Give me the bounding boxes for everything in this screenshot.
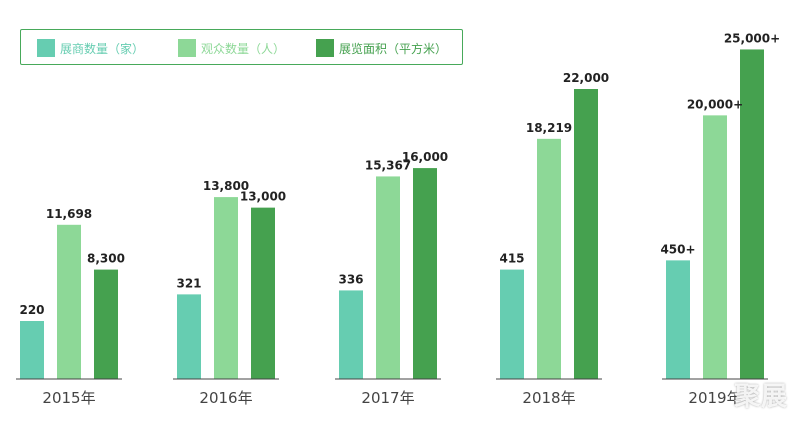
- category-label-3: 2018年: [522, 389, 575, 407]
- legend-item-visitors: 观众数量（人）: [178, 38, 285, 58]
- data-label-visitors-1: 13,800: [203, 179, 249, 193]
- data-label-exhibitors-0: 220: [19, 303, 44, 317]
- bar-exhibitors-3: [500, 269, 524, 379]
- bar-area-3: [574, 89, 598, 379]
- legend-swatch-visitors: [178, 39, 196, 57]
- bar-area-1: [251, 207, 275, 379]
- legend-swatch-exhibitors: [37, 39, 55, 57]
- bar-exhibitors-4: [666, 260, 690, 379]
- legend: 展商数量（家） 观众数量（人） 展览面积（平方米）: [20, 29, 463, 65]
- legend-item-area: 展览面积（平方米）: [316, 38, 447, 58]
- bar-visitors-0: [57, 224, 81, 379]
- bar-visitors-2: [376, 176, 400, 379]
- bar-exhibitors-2: [339, 290, 363, 379]
- data-label-area-3: 22,000: [563, 71, 609, 85]
- bars-group: [20, 49, 764, 380]
- data-label-exhibitors-4: 450+: [660, 242, 695, 256]
- bar-area-4: [740, 49, 764, 380]
- data-label-exhibitors-2: 336: [338, 272, 363, 286]
- data-label-area-0: 8,300: [87, 252, 125, 266]
- data-label-exhibitors-1: 321: [176, 276, 201, 290]
- bar-visitors-3: [537, 138, 561, 379]
- category-labels-group: 2015年 2016年 2017年 2018年 2019年: [16, 378, 768, 407]
- bar-exhibitors-1: [177, 294, 201, 379]
- bar-visitors-1: [214, 197, 238, 379]
- bar-visitors-4: [703, 115, 727, 379]
- legend-label-area: 展览面积（平方米）: [339, 41, 448, 56]
- data-label-area-2: 16,000: [402, 150, 448, 164]
- category-label-2: 2017年: [361, 389, 414, 407]
- category-label-1: 2016年: [199, 389, 252, 407]
- data-label-visitors-4: 20,000+: [687, 97, 743, 111]
- data-label-exhibitors-3: 415: [499, 252, 524, 266]
- legend-label-exhibitors: 展商数量（家）: [60, 41, 145, 56]
- data-label-visitors-3: 18,219: [526, 121, 572, 135]
- bar-area-2: [413, 168, 437, 379]
- legend-item-exhibitors: 展商数量（家）: [37, 38, 144, 58]
- data-label-visitors-0: 11,698: [46, 207, 92, 221]
- bar-area-0: [94, 269, 118, 379]
- data-label-area-4: 25,000+: [724, 31, 780, 45]
- legend-swatch-area: [316, 39, 334, 57]
- legend-label-visitors: 观众数量（人）: [201, 41, 286, 56]
- data-label-visitors-2: 15,367: [365, 158, 411, 172]
- watermark-logo: 聚展: [733, 382, 788, 412]
- data-label-area-1: 13,000: [240, 190, 286, 204]
- category-label-0: 2015年: [42, 389, 95, 407]
- category-label-4: 2019年: [688, 389, 741, 407]
- bar-exhibitors-0: [20, 321, 44, 379]
